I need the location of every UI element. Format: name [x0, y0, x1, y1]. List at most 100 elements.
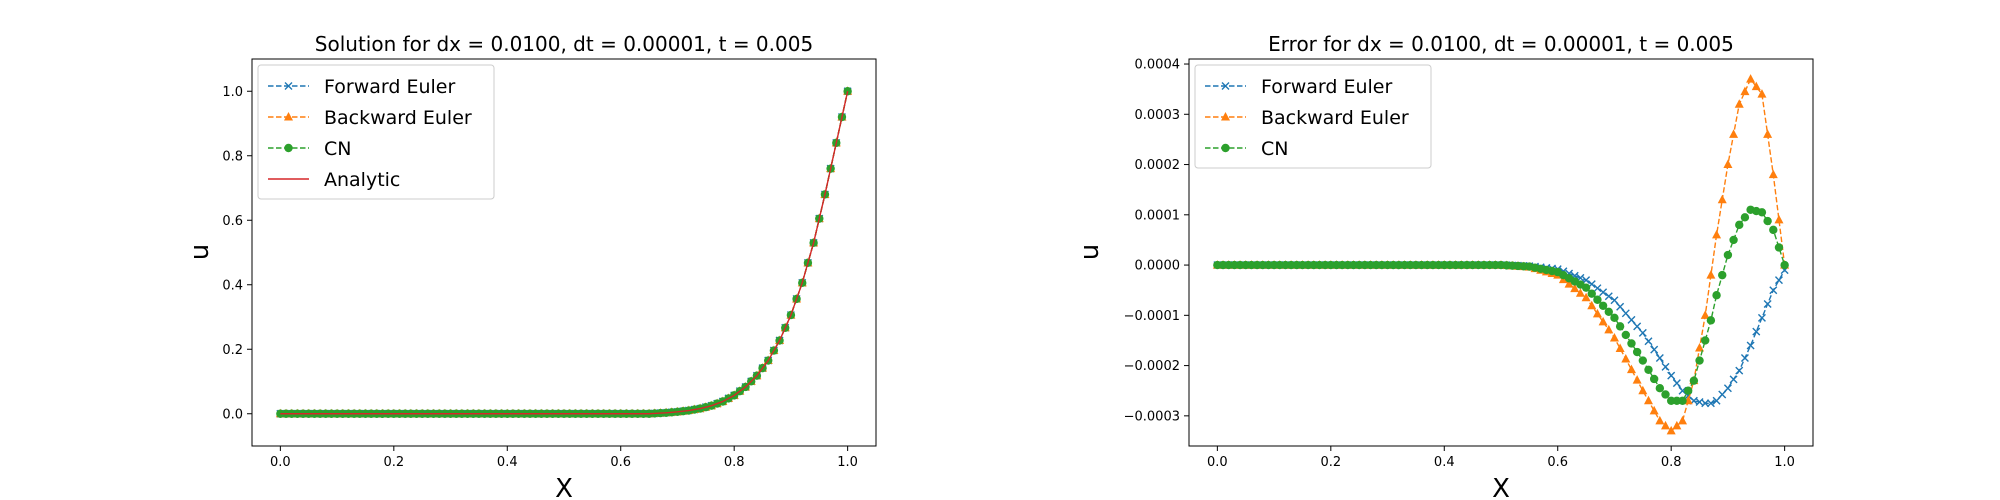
error-plot-series-forward-euler-point [1650, 345, 1659, 354]
error-plot-series-cn-point [1621, 330, 1631, 340]
error-plot-series-backward-euler-point [1712, 229, 1722, 239]
error-plot-series-cn-point [1638, 356, 1648, 365]
error-plot-series-backward-euler-point [1587, 300, 1597, 310]
error-plot-series-forward-euler-point [1735, 366, 1744, 375]
solution-plot-xticks: 0.0 0.2 0.4 0.6 0.8 1.0 [270, 446, 858, 470]
error-plot-series-forward-euler-point [1610, 296, 1619, 305]
error-plot-series-forward-euler-point [1769, 286, 1778, 295]
error-plot-legend-entry-cn-marker [1221, 143, 1230, 153]
error-plot-series-backward-euler-point [1706, 270, 1716, 279]
error-plot-series-forward-euler-point [1718, 390, 1727, 399]
solution-plot-legend-entry-cn-label: CN [324, 138, 351, 160]
error-plot-ytick-label: 0.0002 [1135, 158, 1181, 173]
error-plot-series-backward-euler-point [1632, 375, 1642, 384]
error-plot-series-forward-euler-point [1655, 354, 1664, 363]
error-plot-series-forward-euler-point [1701, 399, 1710, 408]
solution-plot-ytick-label: 0.0 [222, 407, 243, 422]
error-plot: Error for dx = 0.0100, dt = 0.00001, t =… [1075, 32, 1814, 500]
error-plot-series-backward-euler-point [1649, 405, 1659, 415]
error-plot-xtick-label: 0.8 [1661, 455, 1682, 470]
error-plot-series-cn-point [1729, 235, 1738, 245]
error-plot-series-forward-euler-point [1593, 284, 1602, 293]
error-plot-series-forward-euler-point [1627, 315, 1636, 324]
error-plot-xticks: 0.0 0.2 0.4 0.6 0.8 1.0 [1207, 446, 1795, 470]
error-plot-legend-box [1194, 64, 1432, 169]
error-plot-series-backward-euler-point [1621, 354, 1631, 363]
solution-plot-xtick-label: 1.0 [837, 455, 858, 470]
error-plot-ylabel: u [1075, 244, 1105, 260]
error-plot-legend-entry-forward-euler-marker [1221, 82, 1230, 90]
error-plot-series-backward-euler-point [1638, 385, 1648, 395]
error-plot-series-backward-euler-point [1729, 129, 1739, 138]
error-plot-series-cn-point [1627, 339, 1636, 348]
error-plot-series-cn-point [1604, 307, 1613, 317]
solution-plot-ytick-label: 0.8 [222, 149, 243, 164]
error-plot-series-backward-euler-point [1581, 292, 1591, 302]
solution-plot-legend-entry-cn: CN [268, 138, 351, 160]
error-plot-series-cn-point [1740, 213, 1750, 222]
error-plot-series-forward-euler-point [1599, 288, 1608, 297]
error-plot-series-cn-point [1661, 390, 1670, 399]
error-plot-series-backward-euler-point [1740, 86, 1750, 96]
error-plot-series-backward-euler-point [1774, 214, 1784, 224]
error-plot-series-cn-point [1678, 396, 1687, 405]
solution-plot-legend: Forward Euler Backward Euler CN Analytic [257, 64, 495, 200]
solution-plot-legend-box [257, 64, 495, 200]
error-plot-series-backward-euler-point [1678, 415, 1688, 425]
error-plot-series-forward-euler-point [1604, 292, 1613, 301]
error-plot-series-backward-euler-point [1672, 420, 1682, 430]
solution-plot-xtick-label: 0.4 [497, 455, 518, 470]
error-plot-series-cn-point [1718, 270, 1727, 280]
error-plot-series-cn-point [1684, 386, 1693, 395]
error-plot-series-forward-euler-point [1633, 322, 1642, 331]
error-plot-series-forward-euler-point [1706, 399, 1715, 408]
error-plot-series-cn-point [1632, 347, 1642, 357]
error-plot-series-backward-euler-point [1615, 343, 1625, 352]
error-plot-series-backward-euler-point [1661, 420, 1671, 430]
error-plot-series-backward-euler-point [1609, 332, 1619, 342]
error-plot-series-forward-euler-point [1740, 354, 1749, 363]
error-plot-series-backward-euler-point [1700, 310, 1710, 319]
error-plot-legend-entry-forward-euler: Forward Euler [1205, 76, 1392, 98]
solution-plot-xtick-label: 0.2 [383, 455, 404, 470]
error-plot-ytick-label: 0.0001 [1135, 208, 1181, 223]
error-plot-series-forward-euler-point [1746, 341, 1755, 350]
error-plot-legend: Forward Euler Backward Euler CN [1194, 64, 1432, 169]
error-plot-series-forward-euler-point [1672, 379, 1681, 388]
error-plot-series-backward-euler-point [1746, 74, 1756, 83]
error-plot-xtick-label: 1.0 [1774, 455, 1795, 470]
solution-plot-yticks: 0.0 0.2 0.4 0.6 0.8 1.0 [222, 85, 252, 422]
error-plot-series-cn-point [1735, 220, 1744, 230]
error-plot-series-cn-point [1587, 289, 1596, 298]
error-plot-xlabel: X [1492, 474, 1510, 500]
error-plot-series-backward-euler-point [1717, 194, 1727, 204]
error-plot-series-backward-euler-point [1604, 324, 1614, 334]
error-plot-series-backward-euler-point [1763, 129, 1773, 138]
error-plot-legend-entry-cn-label: CN [1261, 138, 1288, 160]
solution-plot-legend-entry-forward-euler: Forward Euler [268, 76, 455, 98]
error-plot-series-backward-euler-point [1598, 316, 1608, 326]
error-plot-series-backward-euler-point [1575, 288, 1585, 297]
error-plot-yticks: −0.0003 −0.0002 −0.0001 0.0000 0.0001 0.0002 0… [1124, 58, 1189, 424]
error-plot-series-backward-euler-point [1626, 364, 1636, 374]
error-plot-series-cn-point [1581, 283, 1591, 292]
solution-plot: Solution for dx = 0.0100, dt = 0.00001, … [185, 32, 877, 500]
error-plot-series-cn-point [1615, 322, 1625, 331]
error-plot-series-cn-point [1649, 374, 1659, 384]
error-plot-series-forward-euler-point [1661, 362, 1670, 371]
solution-plot-ytick-label: 1.0 [222, 85, 243, 100]
error-plot-series-forward-euler-point [1774, 276, 1783, 285]
error-plot-series-forward-euler-point [1644, 337, 1653, 346]
error-plot-ytick-label: −0.0002 [1124, 359, 1180, 374]
error-plot-series-cn-point [1655, 384, 1665, 393]
solution-plot-legend-entry-cn-marker [284, 143, 293, 153]
error-plot-series-cn-point [1701, 336, 1710, 345]
error-plot-series-backward-euler-point [1564, 279, 1574, 288]
error-plot-series-forward-euler-point [1667, 371, 1676, 380]
error-plot-series-backward-euler-point [1570, 283, 1580, 293]
error-plot-series-backward-euler-point [1592, 308, 1602, 318]
error-plot-xtick-label: 0.0 [1207, 455, 1228, 470]
solution-plot-ytick-label: 0.4 [222, 278, 243, 293]
error-plot-series-forward-euler-point [1621, 309, 1630, 318]
error-plot-series-cn-point [1774, 243, 1784, 252]
